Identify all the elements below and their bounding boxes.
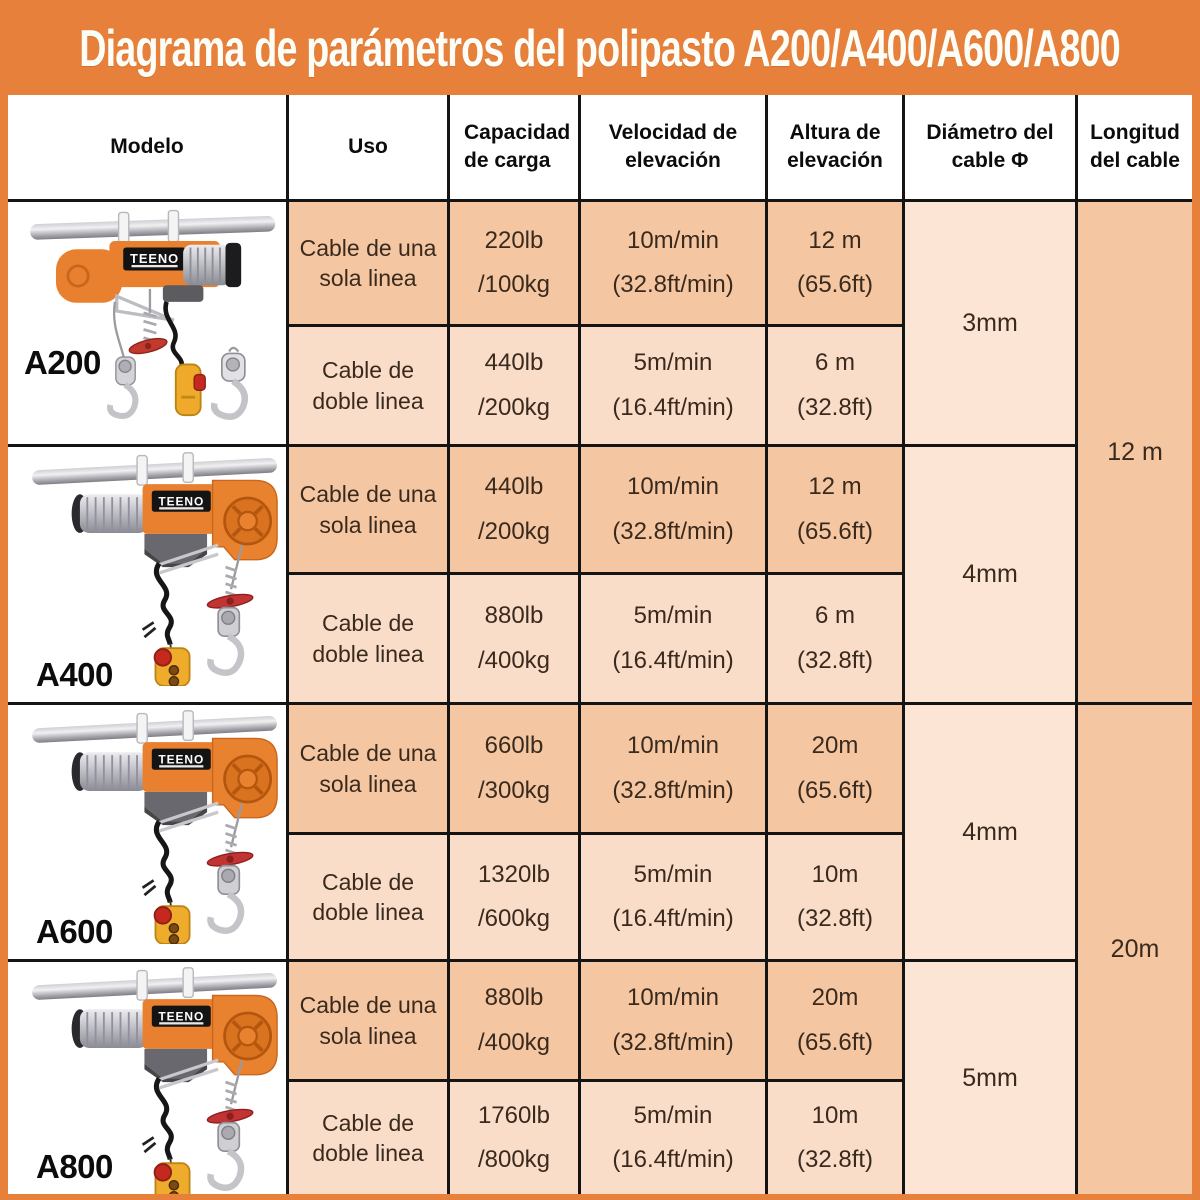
cell-altura: 10m (32.8ft) — [768, 1082, 902, 1194]
model-label: A600 — [36, 913, 113, 950]
cell-capacidad: 440lb /200kg — [450, 447, 578, 572]
cell-longitud-12m: 12 m — [1078, 202, 1192, 702]
cell-uso: Cable de una sola linea — [289, 447, 447, 572]
cell-capacidad: 1320lb /600kg — [450, 835, 578, 959]
model-cell-a400: A400 — [8, 447, 286, 702]
cell-altura: 20m (65.6ft) — [768, 705, 902, 832]
spec-table: Modelo Uso Capacidad de carga Velocidad … — [8, 95, 1192, 1194]
cell-altura: 12 m (65.6ft) — [768, 447, 902, 572]
cell-diametro-a200: 3mm — [905, 202, 1075, 444]
cell-capacidad: 880lb /400kg — [450, 575, 578, 702]
model-cell-a200: A200 — [8, 202, 286, 444]
cell-velocidad: 5m/min (16.4ft/min) — [581, 327, 765, 444]
title-banner: Diagrama de parámetros del polipasto A20… — [0, 0, 1200, 95]
model-label: A800 — [36, 1148, 113, 1185]
page-title: Diagrama de parámetros del polipasto A20… — [79, 18, 1122, 77]
cell-capacidad: 1760lb /800kg — [450, 1082, 578, 1194]
cell-velocidad: 10m/min (32.8ft/min) — [581, 202, 765, 324]
cell-uso: Cable de doble linea — [289, 327, 447, 444]
col-header-modelo: Modelo — [8, 95, 286, 199]
cell-uso: Cable de una sola linea — [289, 705, 447, 832]
cell-capacidad: 440lb /200kg — [450, 327, 578, 444]
cell-diametro-a800: 5mm — [905, 962, 1075, 1194]
cell-velocidad: 5m/min (16.4ft/min) — [581, 835, 765, 959]
col-header-altura: Altura de elevación — [768, 95, 902, 199]
cell-altura: 20m (65.6ft) — [768, 962, 902, 1079]
model-cell-a800: A800 — [8, 962, 286, 1194]
cell-altura: 10m (32.8ft) — [768, 835, 902, 959]
cell-capacidad: 220lb /100kg — [450, 202, 578, 324]
cell-longitud-20m: 20m — [1078, 705, 1192, 1194]
col-header-diametro: Diámetro del cable Φ — [905, 95, 1075, 199]
col-header-uso: Uso — [289, 95, 447, 199]
cell-altura: 6 m (32.8ft) — [768, 327, 902, 444]
cell-uso: Cable de doble linea — [289, 575, 447, 702]
hoist-photo-a600 — [28, 709, 286, 944]
cell-velocidad: 10m/min (32.8ft/min) — [581, 447, 765, 572]
cell-altura: 12 m (65.6ft) — [768, 202, 902, 324]
cell-capacidad: 660lb /300kg — [450, 705, 578, 832]
col-header-longitud: Longitud del cable — [1078, 95, 1192, 199]
cell-uso: Cable de una sola linea — [289, 202, 447, 324]
cell-altura: 6 m (32.8ft) — [768, 575, 902, 702]
cell-uso: Cable de doble linea — [289, 1082, 447, 1194]
cell-velocidad: 10m/min (32.8ft/min) — [581, 705, 765, 832]
col-header-capacidad: Capacidad de carga — [450, 95, 578, 199]
cell-velocidad: 10m/min (32.8ft/min) — [581, 962, 765, 1079]
cell-velocidad: 5m/min (16.4ft/min) — [581, 1082, 765, 1194]
cell-velocidad: 5m/min (16.4ft/min) — [581, 575, 765, 702]
model-label: A400 — [36, 656, 113, 693]
hoist-photo-a200 — [28, 206, 286, 436]
model-label: A200 — [24, 344, 101, 381]
table-frame: Modelo Uso Capacidad de carga Velocidad … — [0, 95, 1200, 1194]
cell-diametro-a400: 4mm — [905, 447, 1075, 702]
cell-diametro-a600: 4mm — [905, 705, 1075, 959]
cell-uso: Cable de doble linea — [289, 835, 447, 959]
cell-capacidad: 880lb /400kg — [450, 962, 578, 1079]
cell-uso: Cable de una sola linea — [289, 962, 447, 1079]
col-header-velocidad: Velocidad de elevación — [581, 95, 765, 199]
hoist-photo-a400 — [28, 451, 286, 686]
model-cell-a600: A600 — [8, 705, 286, 959]
